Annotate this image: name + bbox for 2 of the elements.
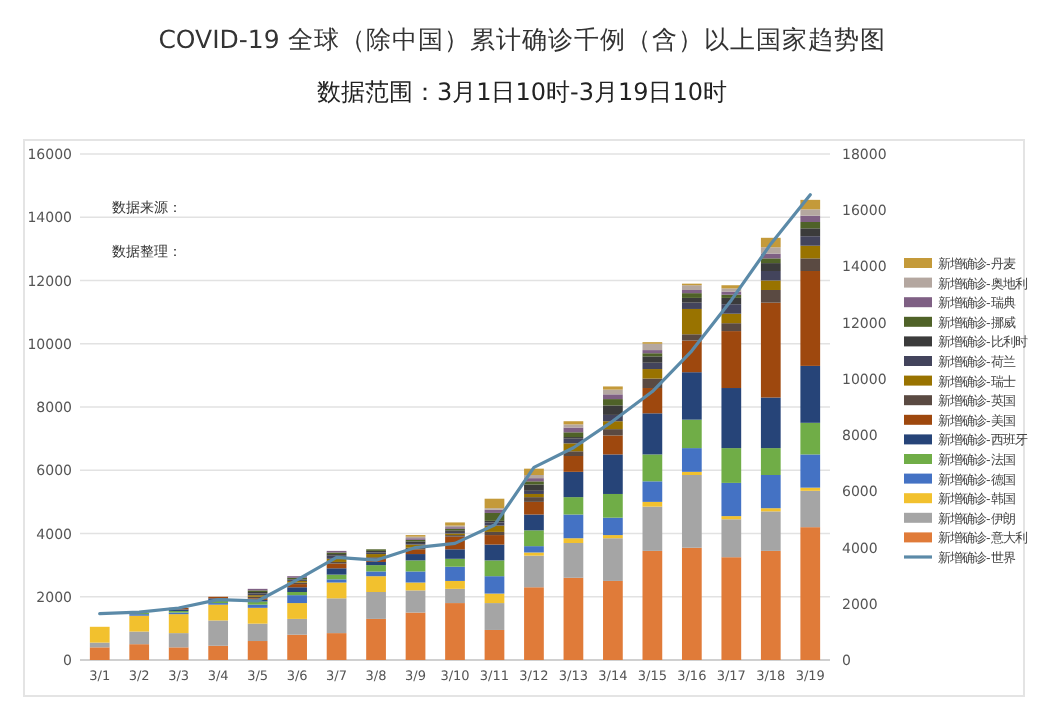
chart-title: COVID-19 全球（除中国）累计确诊千例（含）以上国家趋势图 <box>158 24 886 54</box>
chart-subtitle: 数据范围：3月1日10时-3月19日10时 <box>316 78 728 106</box>
